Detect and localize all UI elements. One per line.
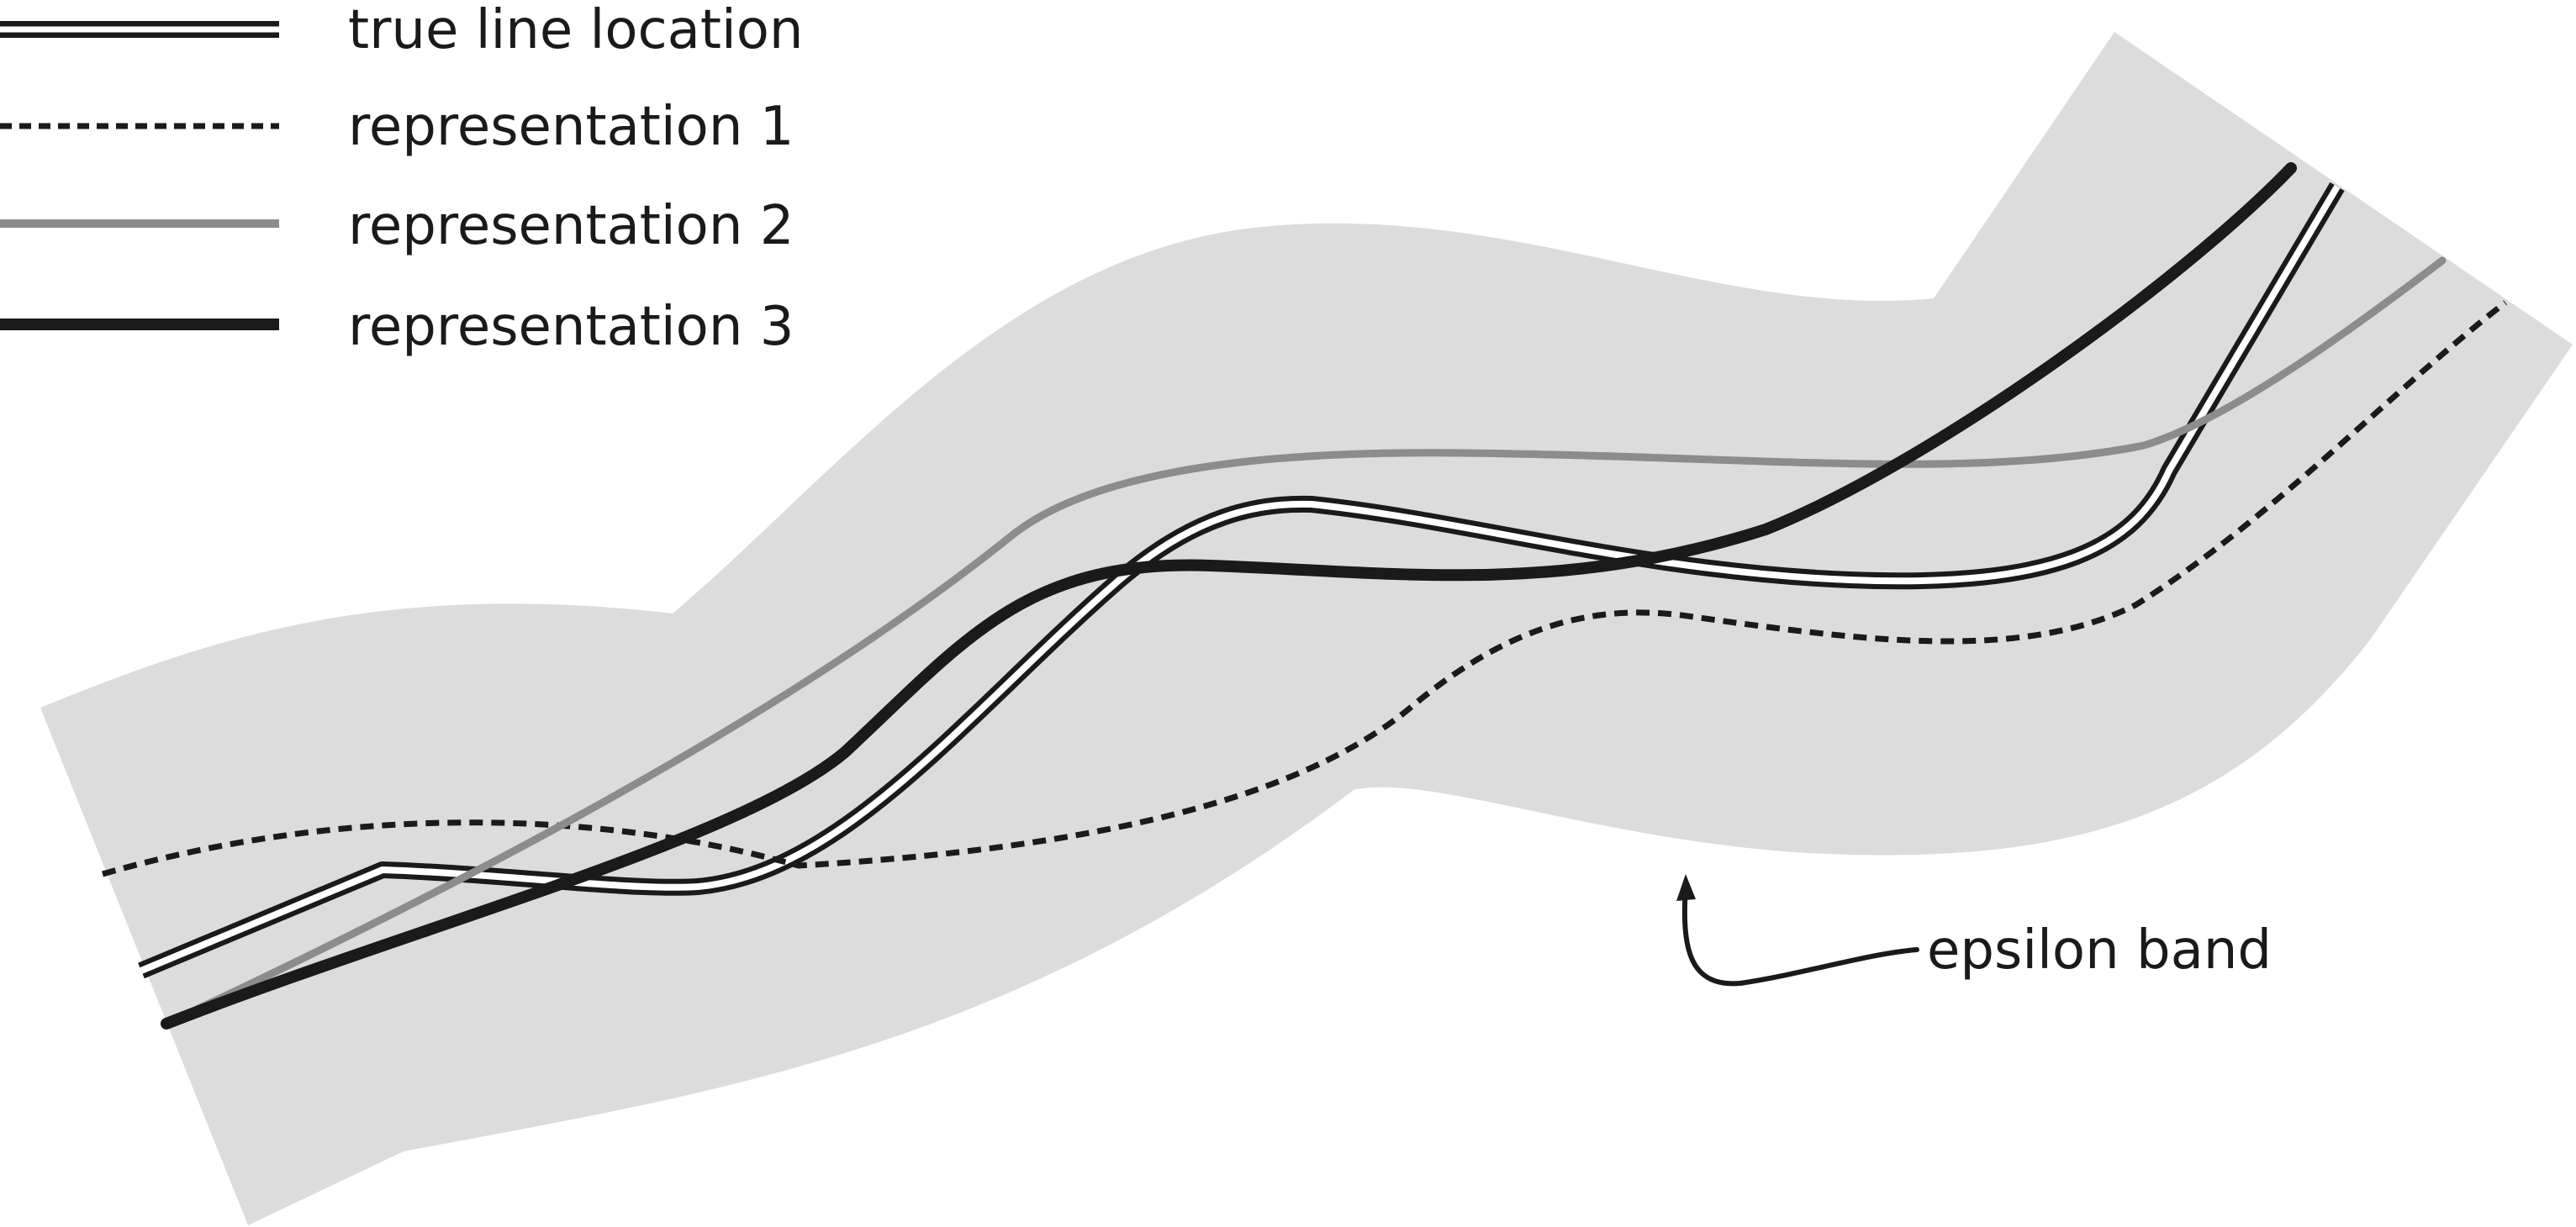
legend-item-representation-3: representation 3 [0,296,794,358]
representation-3-line [161,162,2297,1030]
legend: true line location representation 1 repr… [0,0,803,358]
true-line-inner [140,184,2341,974]
arrow-curve [1681,884,1919,987]
representation-1-line [102,300,2508,877]
legend-label-representation-3: representation 3 [348,296,794,358]
representation-2-line [162,256,2447,1028]
legend-label-representation-1: representation 1 [348,96,794,158]
legend-label-true-line: true line location [348,0,803,61]
legend-item-true-line: true line location [0,0,803,61]
band-label: epsilon band [1927,919,2272,982]
band-annotation-arrow [1676,874,1919,987]
legend-item-representation-1: representation 1 [0,96,794,158]
legend-item-representation-2: representation 2 [0,195,794,257]
legend-label-representation-2: representation 2 [348,195,794,257]
true-line-location [138,182,2345,979]
epsilon-band-region [40,32,2573,1225]
arrowhead [1676,874,1696,901]
